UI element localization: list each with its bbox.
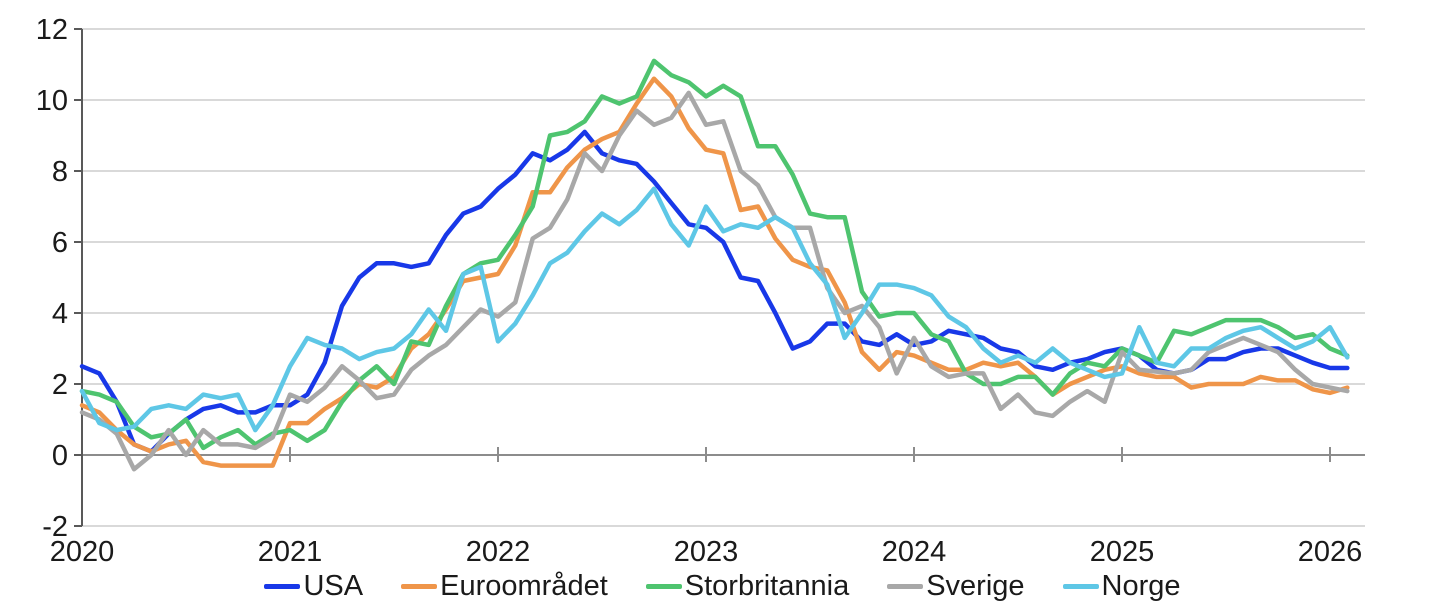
y-tick-label: 6 [52,227,68,259]
legend-swatch-storbritannia [645,584,682,589]
legend-swatch-norge [1062,584,1099,589]
legend-label: Euroområdet [440,570,608,602]
legend-item-storbritannia: Storbritannia [645,570,850,602]
x-tick-label: 2020 [50,536,115,568]
x-tick-label: 2023 [674,536,739,568]
y-tick-label: 0 [52,440,68,472]
y-tick-label: 4 [52,298,68,330]
legend-swatch-usa [264,584,301,589]
series-line-norge [79,186,1350,433]
legend-swatch-euroområdet [401,584,438,589]
legend-item-usa: USA [264,572,363,601]
y-tick-label: 2 [52,369,68,401]
legend-item-norge: Norge [1062,570,1181,602]
legend-label: Sverige [926,570,1025,602]
legend-label: USA [303,570,364,602]
x-tick-label: 2021 [258,536,323,568]
series-line-storbritannia [79,58,1350,451]
series-line-sverige [79,90,1350,472]
x-tick-label: 2026 [1298,536,1363,568]
y-tick-label: 10 [36,85,68,117]
x-tick-label: 2025 [1090,536,1155,568]
y-tick-label: 8 [52,156,68,188]
x-tick-label: 2024 [882,536,947,568]
y-tick-label: -2 [42,511,68,543]
legend-label: Storbritannia [684,570,850,602]
chart-legend: USA Euroområdet Storbritannia Sverige Norge [0,572,1445,601]
legend-item-sverige: Sverige [887,570,1025,602]
legend-swatch-sverige [887,584,924,589]
x-tick-label: 2022 [466,536,531,568]
series-line-euroområdet [79,76,1350,468]
y-tick-label: 12 [36,14,68,46]
legend-label: Norge [1101,570,1181,602]
legend-item-euroområdet: Euroområdet [401,572,608,601]
